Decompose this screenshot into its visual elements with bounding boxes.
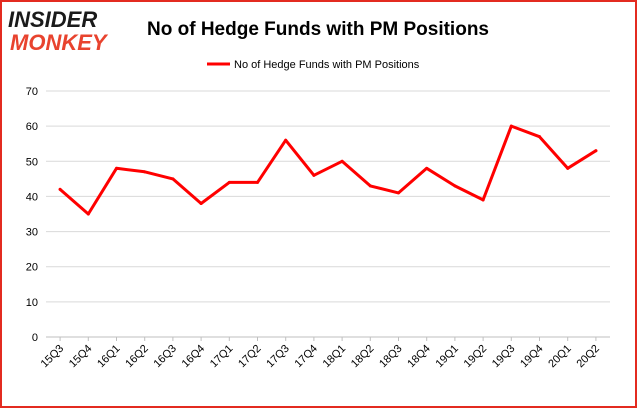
data-point	[256, 180, 259, 184]
data-point	[227, 180, 231, 184]
data-point	[481, 198, 485, 202]
data-point	[340, 159, 344, 163]
gridlines	[46, 90, 610, 338]
data-point	[284, 138, 288, 142]
data-point	[453, 184, 457, 188]
y-tick-label: 40	[26, 191, 38, 203]
y-tick-label: 30	[26, 227, 38, 239]
y-tick-label: 10	[26, 297, 38, 309]
series-line	[58, 124, 598, 216]
data-point	[538, 135, 541, 139]
y-tick-label: 50	[26, 156, 38, 168]
data-point	[143, 170, 147, 174]
data-point	[58, 187, 62, 191]
data-point	[199, 201, 203, 205]
data-point	[566, 166, 570, 170]
chart-title: No of Hedge Funds with PM Positions	[147, 19, 489, 40]
legend-label: No of Hedge Funds with PM Positions	[234, 59, 420, 71]
insider-monkey-logo: INSIDER MONKEY	[8, 7, 109, 55]
y-tick-label: 20	[26, 262, 38, 274]
y-tick-label: 60	[26, 121, 38, 133]
data-point	[594, 149, 598, 153]
y-tick-label: 70	[26, 86, 38, 98]
data-point	[86, 212, 90, 216]
y-axis-ticks: 0 10 20 30 40 50 60 70	[26, 86, 38, 344]
data-point	[171, 177, 175, 181]
legend: No of Hedge Funds with PM Positions	[207, 59, 420, 71]
y-tick-label: 0	[32, 332, 38, 344]
data-point	[509, 124, 513, 128]
data-point	[312, 173, 316, 177]
logo-line1: INSIDER	[8, 7, 97, 32]
data-point	[425, 166, 429, 170]
logo-line2: MONKEY	[10, 30, 109, 55]
data-point	[397, 191, 400, 195]
data-point	[368, 184, 372, 188]
data-point	[115, 166, 118, 170]
series-layer	[58, 124, 598, 216]
